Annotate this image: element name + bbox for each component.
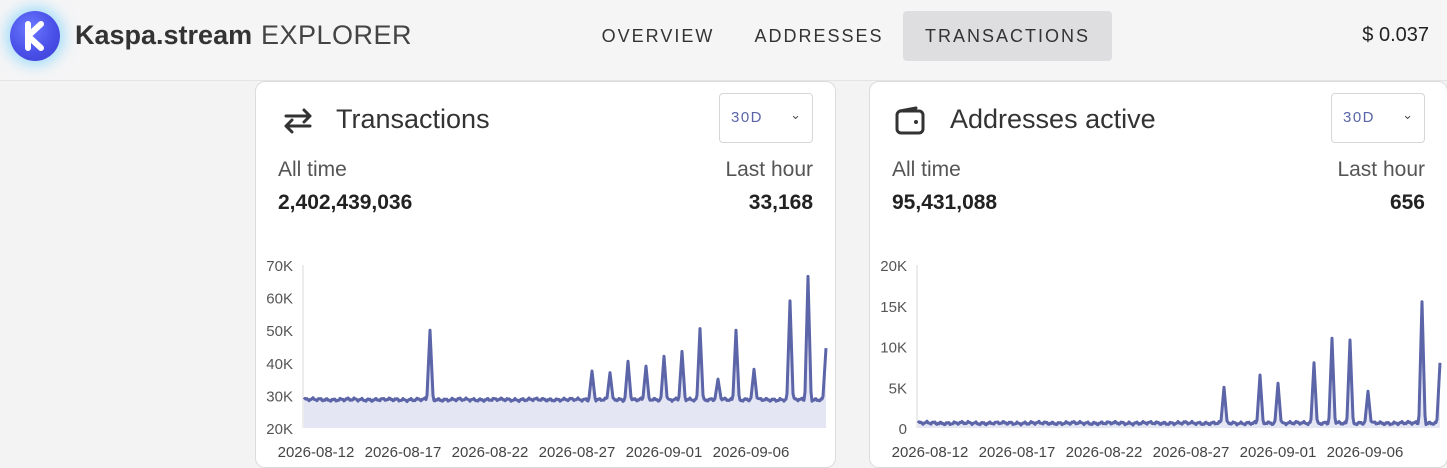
x-tick-label: 2026-09-06 (1327, 444, 1404, 461)
kaspa-price: $ 0.037 (1362, 24, 1429, 46)
x-tick-label: 2026-09-01 (626, 444, 703, 461)
all-time-value: 2,402,439,036 (278, 191, 413, 214)
x-tick-label: 2026-08-27 (1153, 444, 1230, 461)
chevron-down-icon: ⌄ (1402, 107, 1413, 122)
wallet-icon (894, 106, 926, 141)
series-line (916, 300, 1442, 427)
y-tick-label: 5K (889, 380, 907, 397)
range-select-value: 30D (731, 109, 764, 126)
transactions-card: Transactions 30D ⌄ All time 2,402,439,03… (255, 81, 836, 468)
tab-addresses[interactable]: ADDRESSES (754, 26, 884, 46)
chevron-down-icon: ⌄ (790, 107, 801, 122)
y-tick-label: 30K (266, 388, 293, 405)
y-tick-label: 20K (880, 258, 907, 275)
x-tick-label: 2026-08-17 (365, 444, 442, 461)
y-tick-label: 10K (880, 340, 907, 357)
addresses-active-chart[interactable]: 0 5K 10K 15K 20K 2026-08-12 2026-08-17 2026-08-… (870, 252, 1447, 466)
swap-arrows-icon (280, 106, 316, 139)
all-time-label: All time (278, 158, 347, 181)
y-tick-label: 15K (880, 299, 907, 316)
x-tick-label: 2026-08-22 (452, 444, 529, 461)
top-navbar: Kaspa.stream EXPLORER OVERVIEW ADDRESSES… (0, 0, 1447, 81)
y-tick-label: 40K (266, 356, 293, 373)
x-tick-label: 2026-08-12 (892, 444, 969, 461)
transactions-chart[interactable]: 20K 30K 40K 50K 60K 70K 2026-08-12 2026-08-17 20… (256, 252, 835, 466)
y-tick-label: 20K (266, 421, 293, 438)
card-title: Transactions (336, 104, 490, 134)
x-tick-label: 2026-08-27 (539, 444, 616, 461)
last-hour-value: 33,168 (748, 191, 813, 214)
x-tick-label: 2026-08-22 (1066, 444, 1143, 461)
y-tick-label: 70K (266, 258, 293, 275)
card-title: Addresses active (950, 104, 1156, 134)
range-select[interactable]: 30D ⌄ (719, 93, 813, 143)
series-area (918, 301, 1440, 428)
brand-subtitle: EXPLORER (261, 20, 413, 50)
addresses-active-card: Addresses active 30D ⌄ All time 95,431,0… (869, 81, 1447, 468)
range-select-value: 30D (1343, 109, 1376, 126)
last-hour-value: 656 (1389, 191, 1425, 214)
last-hour-label: Last hour (1337, 158, 1425, 181)
x-tick-label: 2026-08-17 (979, 444, 1056, 461)
x-tick-label: 2026-08-12 (278, 444, 355, 461)
y-tick-label: 50K (266, 323, 293, 340)
y-tick-label: 0 (899, 421, 907, 438)
all-time-value: 95,431,088 (892, 191, 998, 214)
tab-transactions[interactable]: TRANSACTIONS (903, 11, 1112, 61)
range-select[interactable]: 30D ⌄ (1331, 93, 1425, 143)
series-area (304, 276, 826, 428)
last-hour-label: Last hour (725, 158, 813, 181)
y-tick-label: 60K (266, 291, 293, 308)
brand-name[interactable]: Kaspa.stream (75, 20, 253, 50)
x-tick-label: 2026-09-06 (713, 444, 790, 461)
kaspa-logo-icon[interactable] (10, 11, 60, 61)
tab-overview[interactable]: OVERVIEW (601, 26, 715, 46)
x-tick-label: 2026-09-01 (1240, 444, 1317, 461)
series-line (302, 274, 828, 404)
all-time-label: All time (892, 158, 961, 181)
